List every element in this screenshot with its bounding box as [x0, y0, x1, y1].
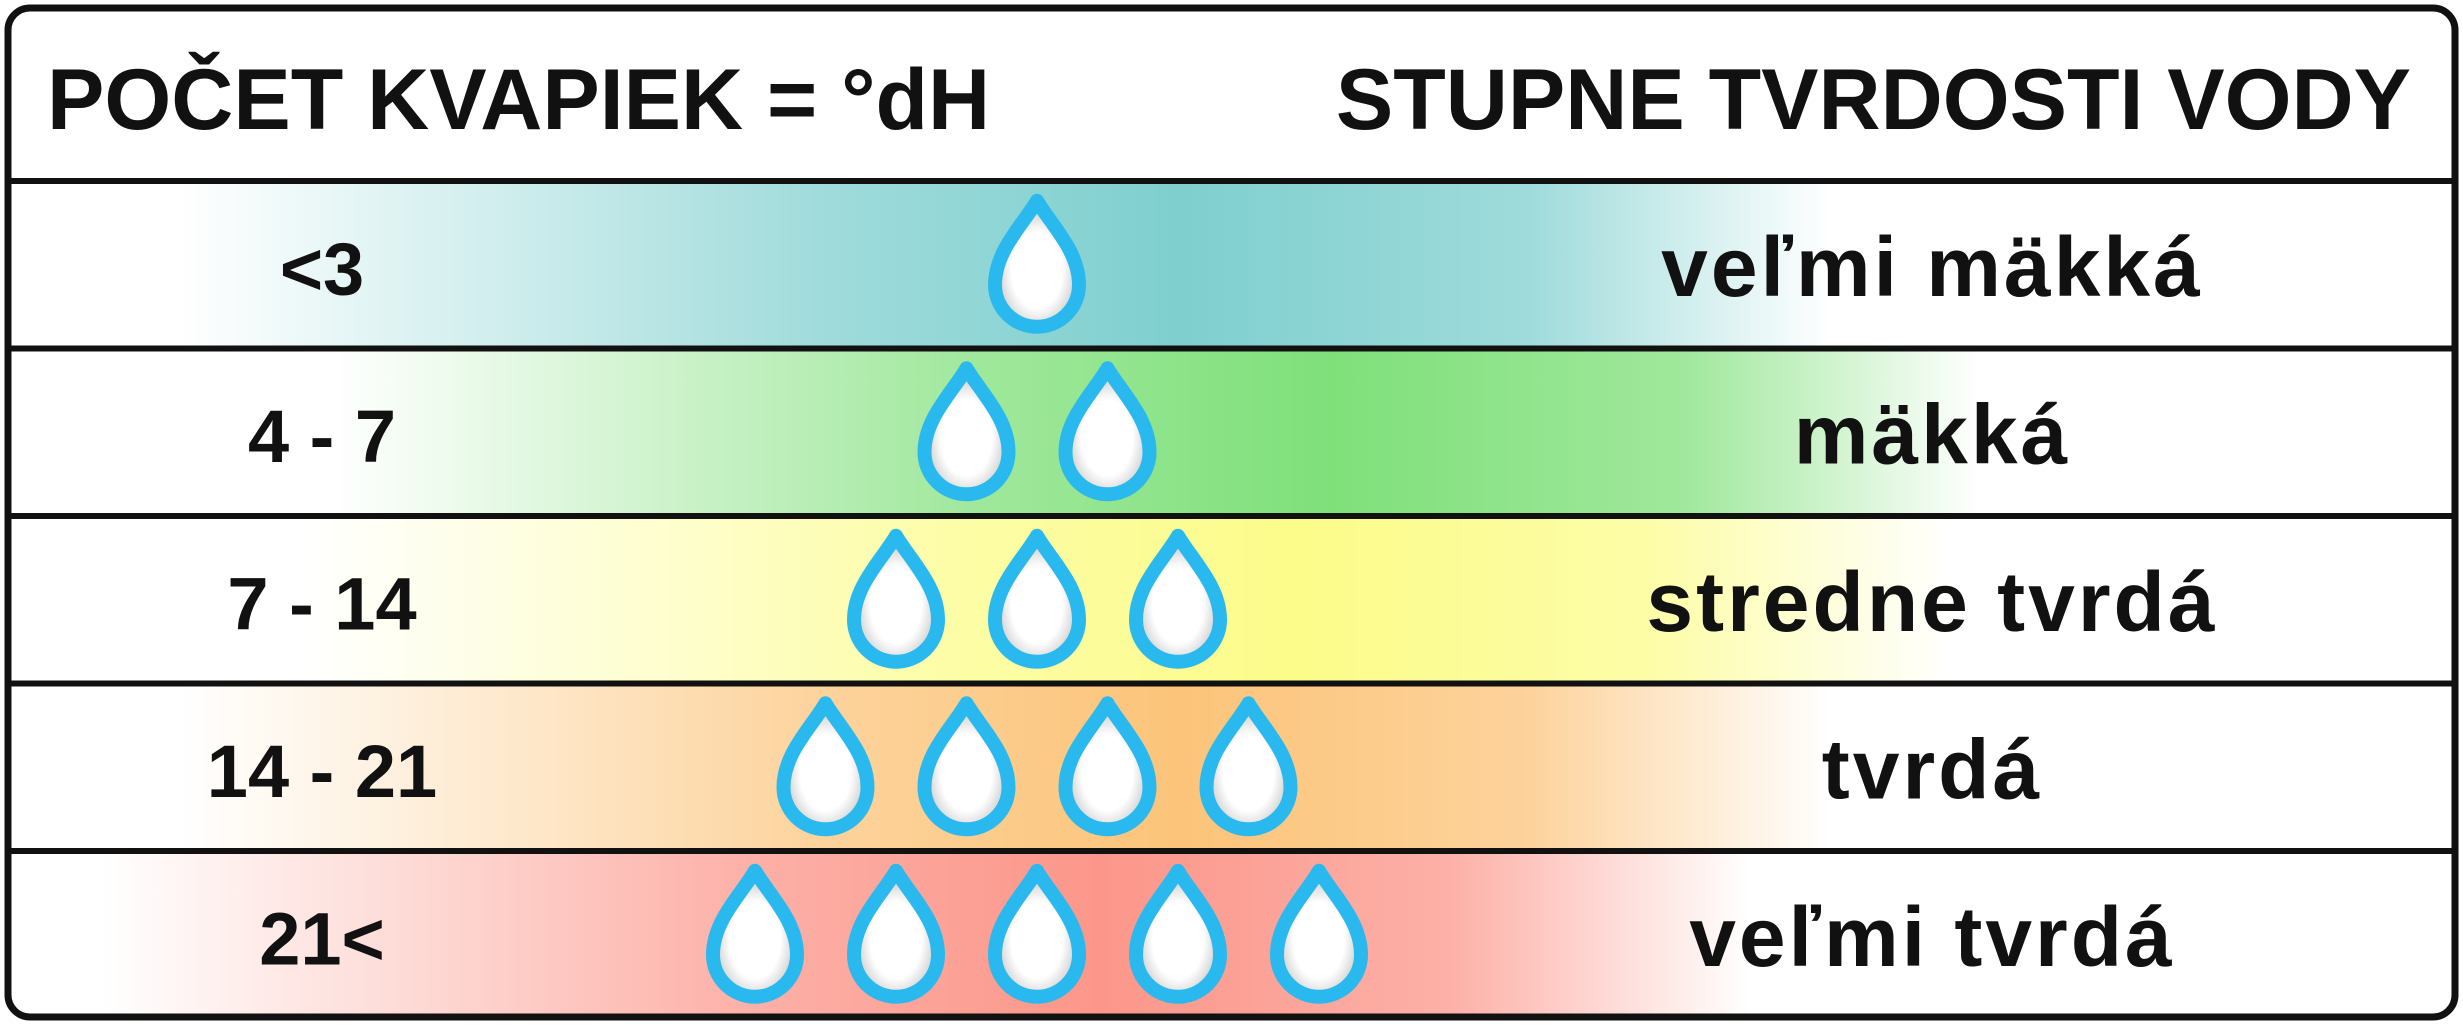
hardness-label: veľmi tvrdá	[1689, 890, 2175, 984]
header-right: STUPNE TVRDOSTI VODY	[1336, 52, 2411, 148]
hardness-label: veľmi mäkká	[1661, 220, 2203, 314]
table-border	[4, 4, 2459, 1021]
hardness-label: tvrdá	[1822, 722, 2042, 816]
row-background	[8, 851, 2455, 1019]
hardness-range: 14 - 21	[207, 730, 437, 813]
rows: <3 veľmi mäkká 4 - 7 mäkká 7 - 14 stredne tvr…	[8, 178, 2455, 1019]
hardness-label: stredne tvrdá	[1646, 555, 2217, 649]
hardness-range: <3	[280, 227, 364, 310]
hardness-label: mäkká	[1794, 387, 2071, 481]
row-background	[8, 348, 2455, 516]
hardness-range: 21<	[259, 897, 385, 980]
hardness-range: 7 - 14	[227, 562, 416, 645]
row-background	[8, 181, 2455, 349]
header-left: POČET KVAPIEK = °dH	[47, 52, 990, 148]
hardness-range: 4 - 7	[248, 395, 396, 478]
row-background	[8, 516, 2455, 684]
